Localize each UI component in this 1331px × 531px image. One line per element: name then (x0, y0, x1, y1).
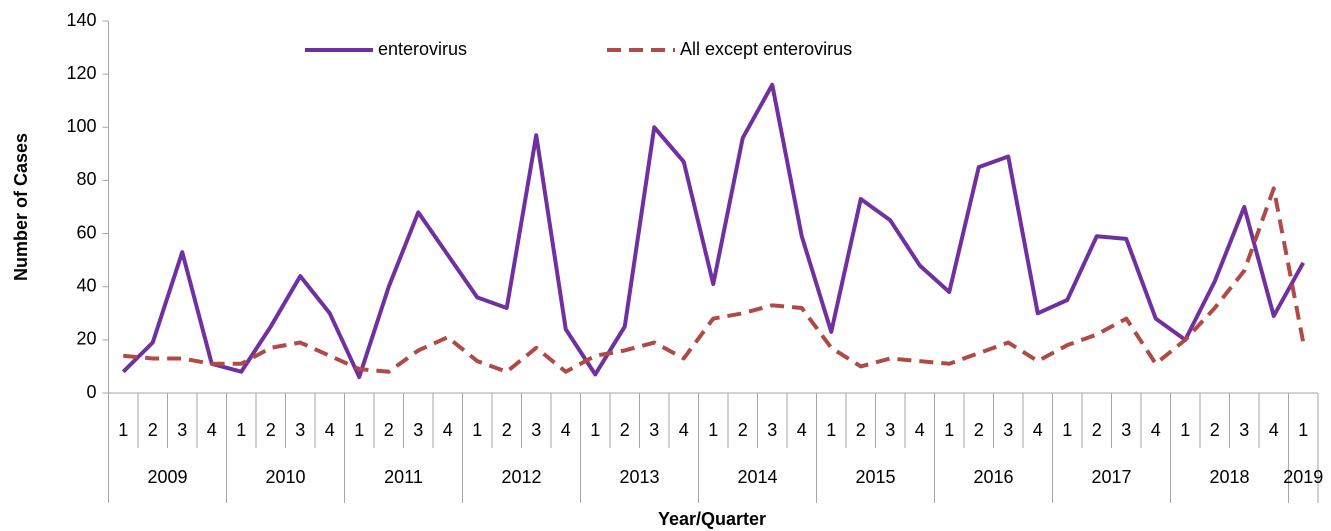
x-tick-label: 4 (443, 420, 453, 440)
x-tick-label: 1 (1180, 420, 1190, 440)
x-tick-label: 2 (502, 420, 512, 440)
legend-label: All except enterovirus (680, 39, 852, 59)
x-tick-label: 3 (531, 420, 541, 440)
series-line (123, 186, 1306, 374)
x-tick-label: 2 (384, 420, 394, 440)
x-tick-label: 2 (266, 420, 276, 440)
y-tick-label: 60 (76, 222, 96, 242)
x-tick-label: 2 (974, 420, 984, 440)
x-tick-label: 1 (708, 420, 718, 440)
x-tick-label: 2 (856, 420, 866, 440)
x-tick-label: 3 (295, 420, 305, 440)
x-tick-label: 2 (148, 420, 158, 440)
x-tick-label: 2 (1210, 420, 1220, 440)
x-group-label: 2012 (501, 467, 541, 487)
x-tick-label: 4 (1151, 420, 1161, 440)
x-tick-label: 1 (944, 420, 954, 440)
x-tick-label: 4 (1269, 420, 1279, 440)
x-tick-label: 1 (354, 420, 364, 440)
x-group-label: 2013 (619, 467, 659, 487)
x-tick-label: 1 (236, 420, 246, 440)
x-tick-label: 1 (472, 420, 482, 440)
y-tick-label: 20 (76, 329, 96, 349)
x-axis-label: Year/Quarter (658, 509, 766, 529)
x-tick-label: 4 (207, 420, 217, 440)
x-group-label: 2017 (1091, 467, 1131, 487)
x-tick-label: 3 (177, 420, 187, 440)
x-group-label: 2011 (384, 467, 423, 487)
x-tick-label: 1 (826, 420, 836, 440)
series-line (121, 82, 1305, 380)
x-tick-label: 1 (1062, 420, 1072, 440)
y-tick-label: 40 (76, 275, 96, 295)
x-group-label: 2015 (855, 467, 895, 487)
y-axis-label: Number of Cases (11, 133, 31, 281)
x-group-label: 2018 (1209, 467, 1249, 487)
y-tick-label: 120 (66, 63, 96, 83)
x-group-label: 2010 (265, 467, 305, 487)
x-tick-label: 4 (797, 420, 807, 440)
x-group-label: 2009 (147, 467, 187, 487)
x-group-label: 2014 (737, 467, 777, 487)
x-tick-label: 3 (767, 420, 777, 440)
x-tick-label: 3 (885, 420, 895, 440)
x-tick-label: 4 (561, 420, 571, 440)
x-tick-label: 3 (1003, 420, 1013, 440)
x-tick-label: 1 (590, 420, 600, 440)
x-tick-label: 2 (620, 420, 630, 440)
x-tick-label: 2 (1092, 420, 1102, 440)
x-tick-label: 3 (413, 420, 423, 440)
y-tick-label: 100 (66, 116, 96, 136)
x-tick-label: 3 (1121, 420, 1131, 440)
x-tick-label: 4 (679, 420, 689, 440)
x-tick-label: 4 (325, 420, 335, 440)
x-tick-label: 2 (738, 420, 748, 440)
legend-label: enterovirus (378, 39, 467, 59)
x-group-label: 2019 (1283, 467, 1323, 487)
x-tick-label: 4 (915, 420, 925, 440)
y-tick-label: 0 (86, 382, 96, 402)
x-tick-label: 1 (1298, 420, 1308, 440)
x-tick-label: 3 (649, 420, 659, 440)
x-tick-label: 1 (118, 420, 128, 440)
x-tick-label: 4 (1033, 420, 1043, 440)
x-group-label: 2016 (973, 467, 1013, 487)
y-tick-label: 140 (66, 10, 96, 30)
x-tick-label: 3 (1239, 420, 1249, 440)
y-tick-label: 80 (76, 169, 96, 189)
